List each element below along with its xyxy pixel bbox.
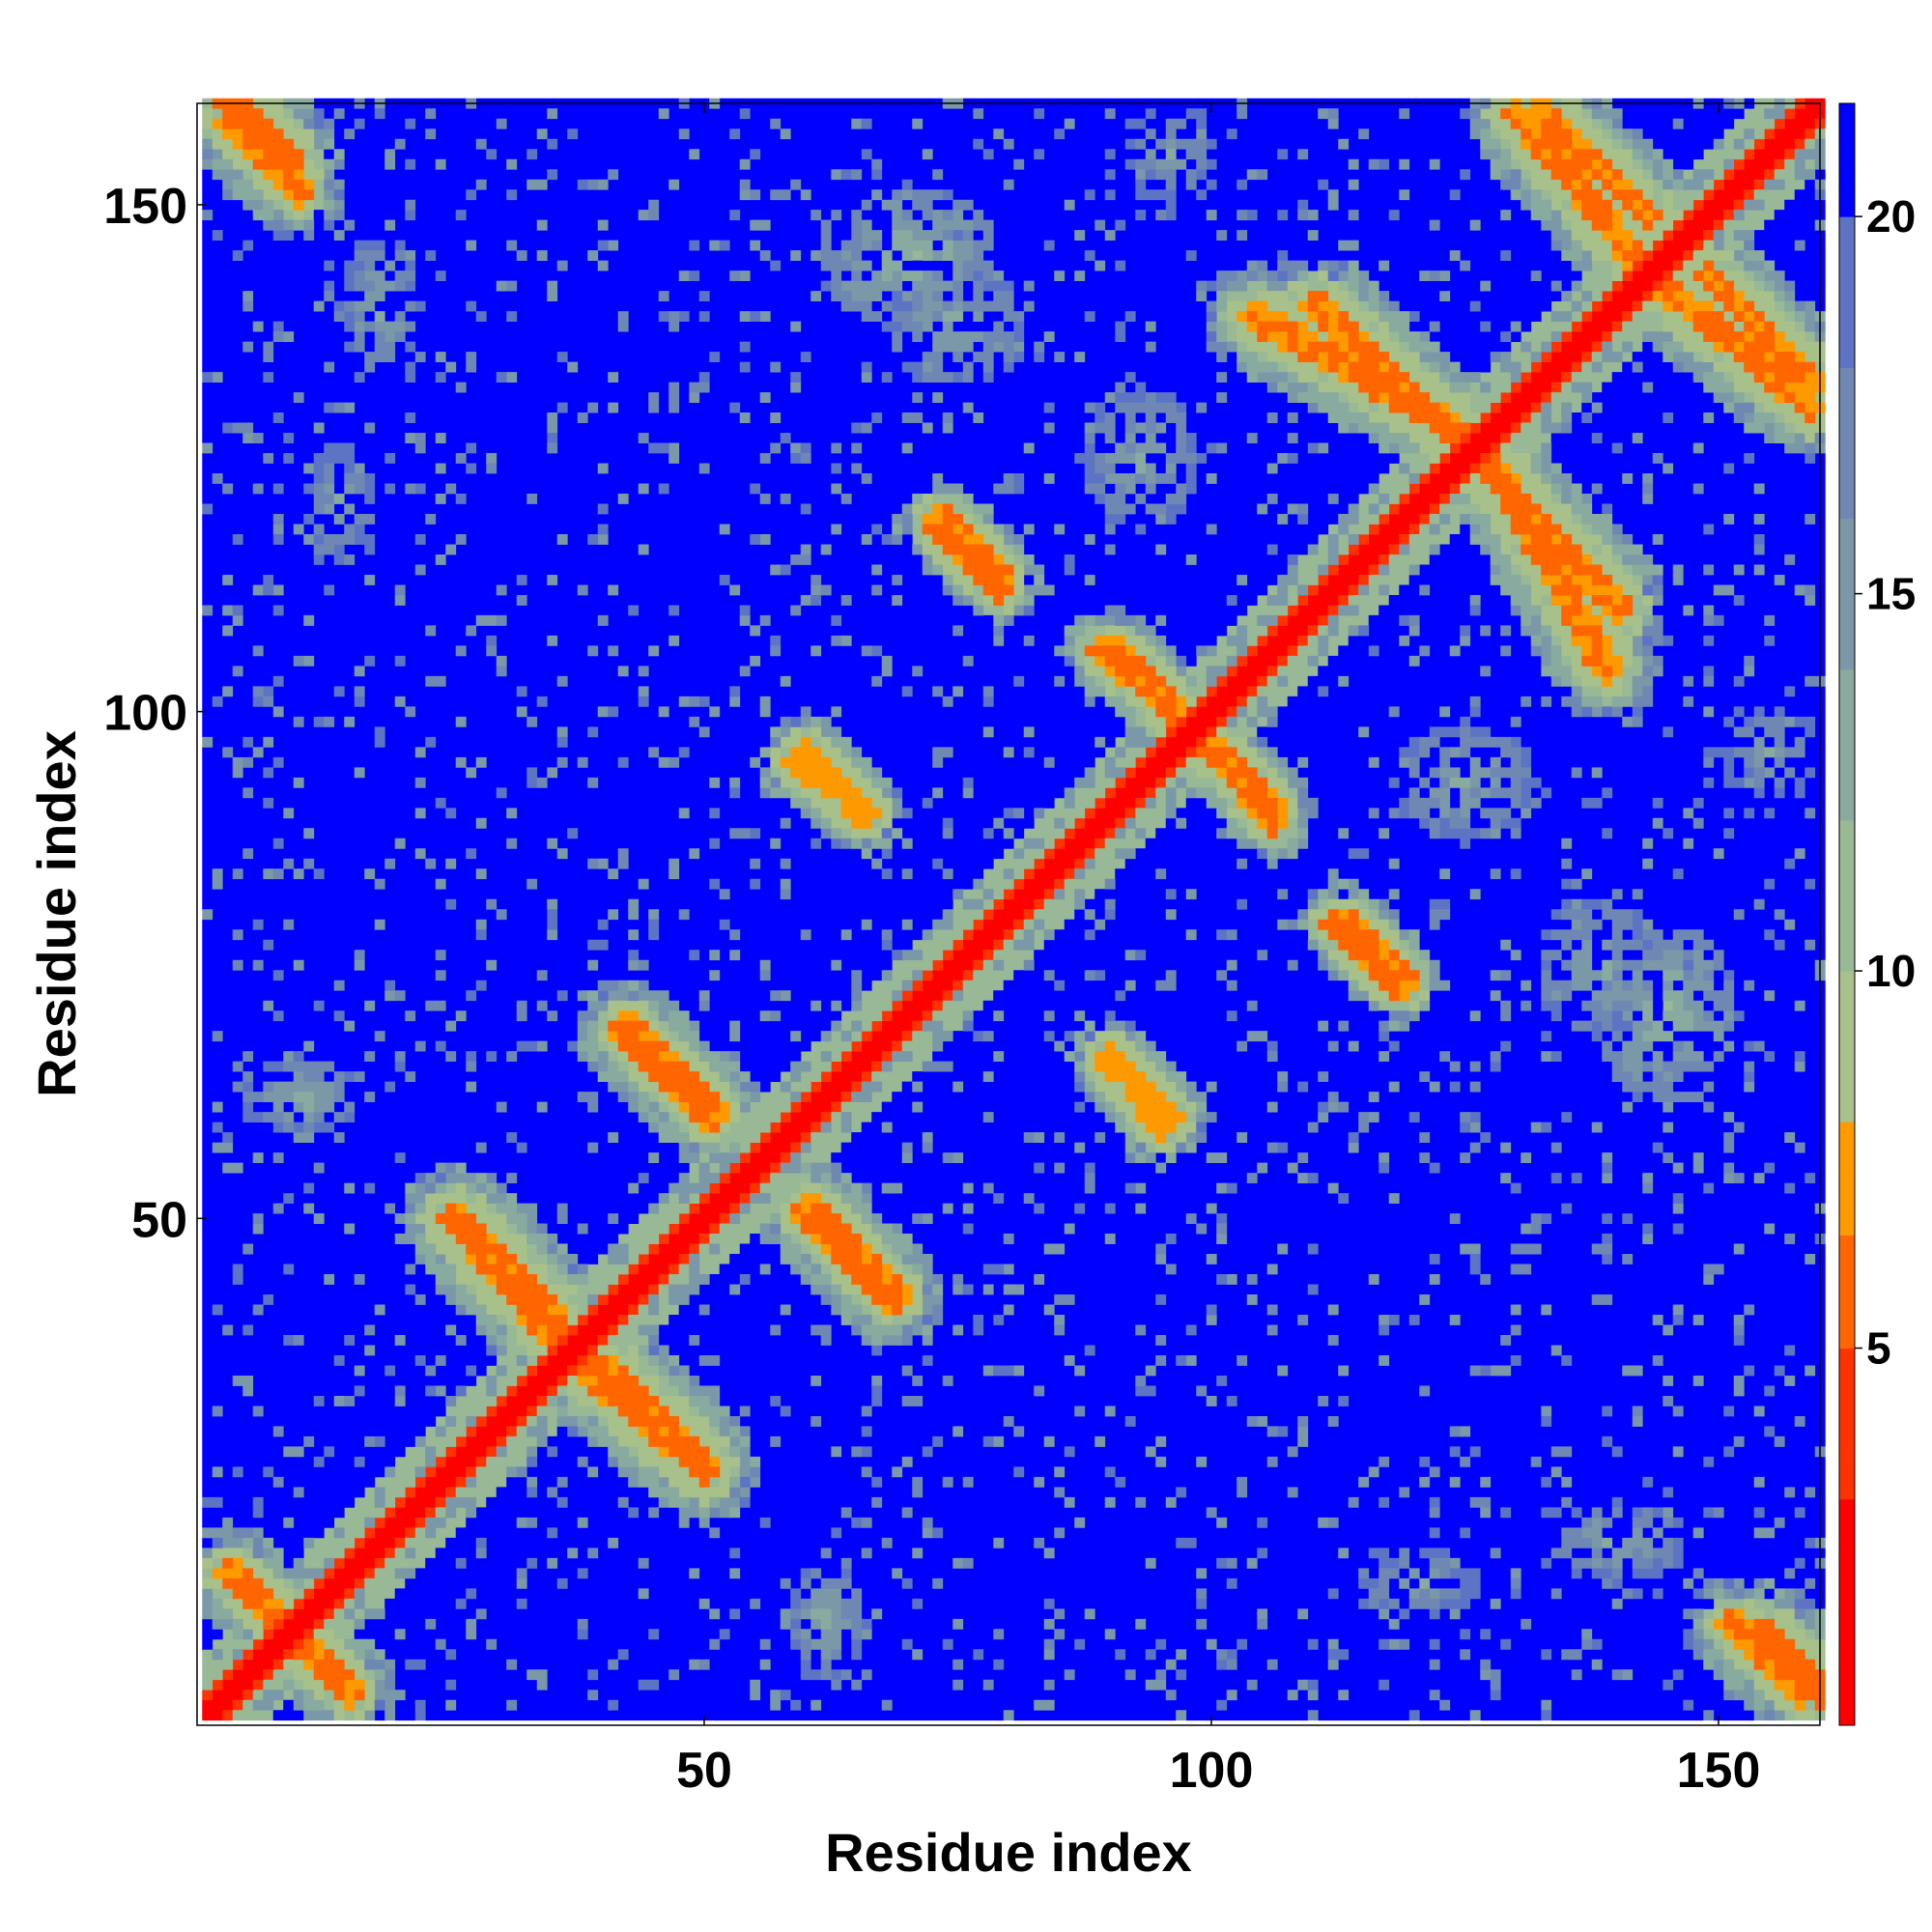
colorbar-tick-label: 5: [1866, 1323, 1891, 1374]
colorbar-segment: [1839, 1498, 1855, 1726]
y-tick-label: 50: [131, 1192, 187, 1248]
y-axis-title: Residue index: [26, 730, 87, 1097]
x-tick-label: 100: [1170, 1743, 1254, 1799]
y-tick-label: 150: [103, 179, 187, 235]
colorbar: [1838, 102, 1856, 1726]
colorbar-tick-label: 20: [1866, 191, 1916, 242]
plot-frame: [196, 102, 1821, 1726]
colorbar-segment: [1839, 518, 1855, 670]
colorbar-segment: [1839, 668, 1855, 821]
heatmap-cell-group: [202, 98, 1826, 1721]
colorbar-frame: [1838, 102, 1856, 1726]
heatmap-cell-group: [202, 98, 1826, 1721]
x-tick-label: 50: [676, 1743, 732, 1799]
axis-ticks: 50 100 150 50 100 150: [103, 103, 1760, 1799]
colorbar-segment: [1839, 819, 1855, 972]
y-tick-label: 100: [103, 686, 187, 742]
x-axis-title: Residue index: [825, 1822, 1192, 1883]
colorbar-segment: [1839, 216, 1855, 368]
colorbar-segment: [1839, 1235, 1855, 1350]
heatmap-cell-group: [202, 98, 1826, 1721]
heatmap-cells: [202, 98, 1826, 1721]
colorbar-segment: [1839, 971, 1855, 1122]
colorbar-ticks: 5 10 15 20: [1855, 191, 1916, 1374]
colorbar-segment: [1839, 1348, 1855, 1500]
x-tick-label: 150: [1677, 1743, 1761, 1799]
colorbar-segment: [1839, 103, 1855, 217]
colorbar-segment: [1839, 367, 1855, 520]
colorbar-tick-label: 10: [1866, 946, 1916, 996]
colorbar-tick-label: 15: [1866, 569, 1916, 619]
colorbar-segment: [1839, 1122, 1855, 1236]
